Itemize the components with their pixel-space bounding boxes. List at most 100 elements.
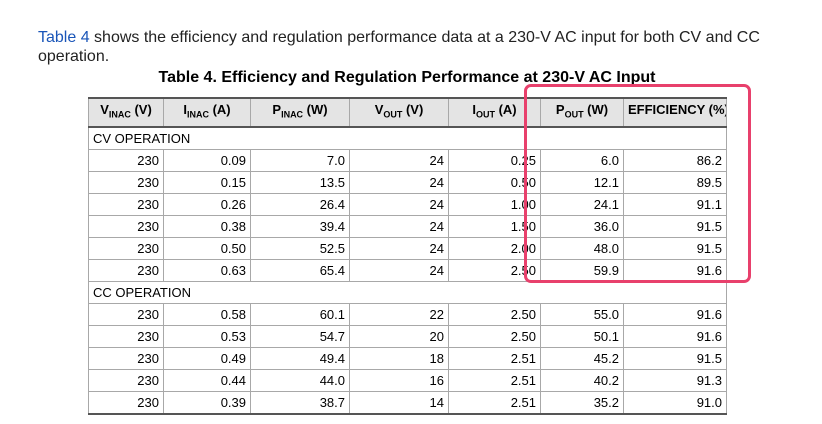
header-vinac-subscript: INAC: [108, 109, 131, 120]
cell-pout: 48.0: [540, 236, 624, 260]
section-title: CC OPERATION: [88, 280, 727, 304]
header-vout: VOUT (V): [349, 97, 449, 128]
cell-pinac: 13.5: [250, 170, 350, 194]
intro-paragraph: Table 4 shows the efficiency and regulat…: [38, 28, 818, 66]
header-pinac-subscript: INAC: [281, 109, 304, 120]
table-row: 230 0.58 60.1 22 2.50 55.0 91.6: [88, 302, 727, 326]
cell-iinac: 0.53: [163, 324, 251, 348]
header-iout: IOUT (A): [448, 97, 541, 128]
cell-pout: 40.2: [540, 368, 624, 392]
cell-efficiency: 91.0: [623, 390, 727, 415]
table-row: 230 0.39 38.7 14 2.51 35.2 91.0: [88, 390, 727, 415]
header-vinac-unit: (V): [130, 102, 152, 117]
cell-vinac: 230: [88, 192, 164, 216]
cell-vinac: 230: [88, 346, 164, 370]
cell-pout: 6.0: [540, 148, 624, 172]
header-row: VINAC (V) IINAC (A) PINAC (W) VOUT (V) IOUT …: [88, 97, 727, 128]
cell-vout: 24: [349, 236, 449, 260]
cell-vinac: 230: [88, 214, 164, 238]
cell-vout: 14: [349, 390, 449, 415]
cell-pout: 45.2: [540, 346, 624, 370]
cell-iout: 2.51: [448, 368, 541, 392]
header-iinac: IINAC (A): [163, 97, 251, 128]
cell-pout: 59.9: [540, 258, 624, 282]
cell-iout: 2.50: [448, 258, 541, 282]
cell-vinac: 230: [88, 148, 164, 172]
cell-pinac: 54.7: [250, 324, 350, 348]
header-pout-subscript: OUT: [564, 109, 584, 120]
header-vinac-main: V: [100, 102, 109, 117]
cell-iout: 2.51: [448, 346, 541, 370]
cell-iinac: 0.50: [163, 236, 251, 260]
cell-pinac: 65.4: [250, 258, 350, 282]
cell-efficiency: 91.1: [623, 192, 727, 216]
table-row: 230 0.49 49.4 18 2.51 45.2 91.5: [88, 346, 727, 370]
cell-iinac: 0.26: [163, 192, 251, 216]
cell-vinac: 230: [88, 258, 164, 282]
table-row: 230 0.09 7.0 24 0.25 6.0 86.2: [88, 148, 727, 172]
cell-pinac: 38.7: [250, 390, 350, 415]
cell-pout: 55.0: [540, 302, 624, 326]
cell-vinac: 230: [88, 236, 164, 260]
cell-vinac: 230: [88, 368, 164, 392]
table-row: 230 0.44 44.0 16 2.51 40.2 91.3: [88, 368, 727, 392]
cell-efficiency: 91.5: [623, 236, 727, 260]
table-row: 230 0.50 52.5 24 2.00 48.0 91.5: [88, 236, 727, 260]
header-iinac-subscript: INAC: [186, 109, 209, 120]
cell-iout: 2.00: [448, 236, 541, 260]
cell-pinac: 60.1: [250, 302, 350, 326]
header-pinac-unit: (W): [303, 102, 328, 117]
cell-efficiency: 91.6: [623, 324, 727, 348]
cell-efficiency: 89.5: [623, 170, 727, 194]
header-efficiency-main: EFFICIENCY (%): [628, 102, 727, 117]
cell-pout: 24.1: [540, 192, 624, 216]
cell-efficiency: 91.3: [623, 368, 727, 392]
section-row: CC OPERATION: [88, 280, 727, 304]
intro-text: shows the efficiency and regulation perf…: [38, 29, 760, 65]
cell-pinac: 39.4: [250, 214, 350, 238]
table-row: 230 0.53 54.7 20 2.50 50.1 91.6: [88, 324, 727, 348]
table-row: 230 0.38 39.4 24 1.50 36.0 91.5: [88, 214, 727, 238]
cell-vout: 22: [349, 302, 449, 326]
header-pout-unit: (W): [583, 102, 609, 117]
header-pinac: PINAC (W): [250, 97, 350, 128]
cell-iout: 1.50: [448, 214, 541, 238]
table-caption: Table 4. Efficiency and Regulation Perfo…: [158, 69, 656, 86]
cell-vout: 16: [349, 368, 449, 392]
cell-iinac: 0.58: [163, 302, 251, 326]
cell-efficiency: 91.6: [623, 258, 727, 282]
cell-iout: 1.00: [448, 192, 541, 216]
header-iinac-unit: (A): [208, 102, 231, 117]
header-efficiency: EFFICIENCY (%): [623, 97, 727, 128]
cell-vinac: 230: [88, 390, 164, 415]
cell-iinac: 0.63: [163, 258, 251, 282]
cell-vout: 18: [349, 346, 449, 370]
cell-efficiency: 91.6: [623, 302, 727, 326]
cell-vinac: 230: [88, 302, 164, 326]
section-row: CV OPERATION: [88, 126, 727, 150]
section-title: CV OPERATION: [88, 126, 727, 150]
cell-iinac: 0.39: [163, 390, 251, 415]
cell-pinac: 52.5: [250, 236, 350, 260]
cell-iout: 0.25: [448, 148, 541, 172]
header-pinac-main: P: [272, 102, 282, 117]
cell-efficiency: 91.5: [623, 346, 727, 370]
table-reference-link[interactable]: Table 4: [38, 29, 90, 46]
cell-vout: 24: [349, 214, 449, 238]
cell-efficiency: 91.5: [623, 214, 727, 238]
header-vout-unit: (V): [402, 102, 424, 117]
header-iout-unit: (A): [494, 102, 517, 117]
cell-pinac: 7.0: [250, 148, 350, 172]
header-pout-main: P: [555, 102, 565, 117]
cell-pinac: 44.0: [250, 368, 350, 392]
cell-pinac: 26.4: [250, 192, 350, 216]
cell-iinac: 0.38: [163, 214, 251, 238]
cell-pout: 35.2: [540, 390, 624, 415]
cell-pout: 50.1: [540, 324, 624, 348]
table-row: 230 0.15 13.5 24 0.50 12.1 89.5: [88, 170, 727, 194]
cell-iinac: 0.15: [163, 170, 251, 194]
cell-iout: 2.50: [448, 324, 541, 348]
cell-vinac: 230: [88, 324, 164, 348]
cell-vout: 24: [349, 148, 449, 172]
header-iinac-main: I: [183, 102, 187, 117]
